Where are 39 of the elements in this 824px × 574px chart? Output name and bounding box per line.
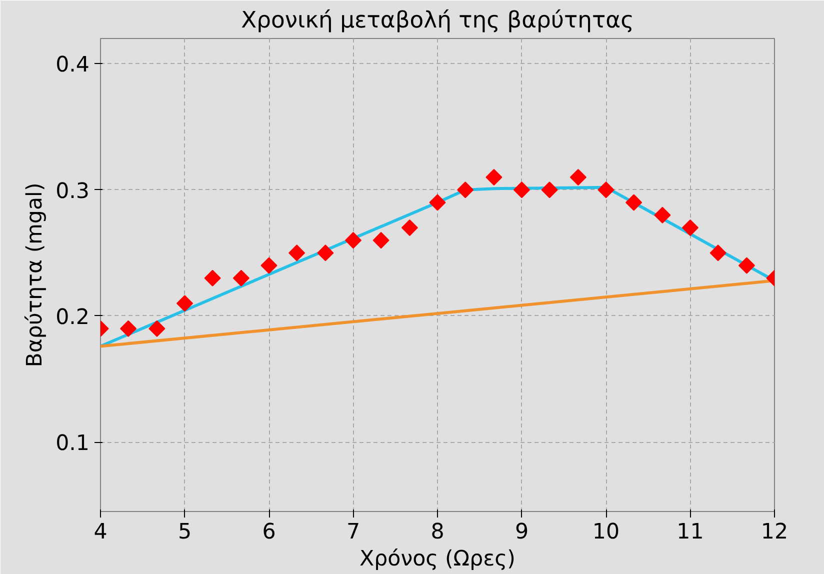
- y-tick-label: 0.2: [56, 304, 90, 330]
- point: [513, 182, 530, 198]
- y-tick-label: 0.1: [56, 431, 90, 456]
- x-tick-label: 4: [94, 520, 108, 544]
- x-tick-label: 8: [430, 520, 444, 544]
- x-tick-label: 9: [514, 520, 529, 544]
- point: [486, 168, 502, 186]
- x-tick-label: 12: [760, 520, 788, 544]
- y-axis-title: Βαρύτητα (mgal): [22, 182, 48, 368]
- point: [429, 194, 446, 211]
- point: [570, 168, 586, 186]
- point: [682, 219, 699, 236]
- x-tick-label: 5: [178, 520, 192, 544]
- point: [401, 219, 418, 236]
- point: [541, 182, 558, 198]
- x-axis-title: Χρόνος (Ωρες): [360, 546, 516, 572]
- x-tick-label: 11: [676, 520, 704, 544]
- point: [232, 270, 250, 286]
- point: [204, 270, 221, 286]
- point: [654, 206, 671, 224]
- point: [317, 244, 334, 262]
- point: [176, 295, 194, 312]
- point: [288, 244, 306, 262]
- point: [260, 257, 278, 274]
- point: [738, 257, 755, 274]
- point: [344, 232, 362, 249]
- y-tick-label: 0.3: [56, 178, 90, 204]
- x-tick-label: 6: [262, 520, 276, 544]
- point: [710, 244, 726, 262]
- x-tick-label: 10: [592, 520, 620, 544]
- point: [148, 320, 166, 337]
- point: [598, 182, 614, 198]
- chart-title: Χρονική μεταβολή της βαρύτητας: [241, 8, 634, 34]
- point: [120, 320, 137, 337]
- point: [372, 232, 390, 249]
- y-tick-label: 0.4: [56, 52, 90, 78]
- point: [626, 194, 642, 211]
- x-tick-label: 7: [346, 520, 360, 544]
- point: [457, 182, 474, 198]
